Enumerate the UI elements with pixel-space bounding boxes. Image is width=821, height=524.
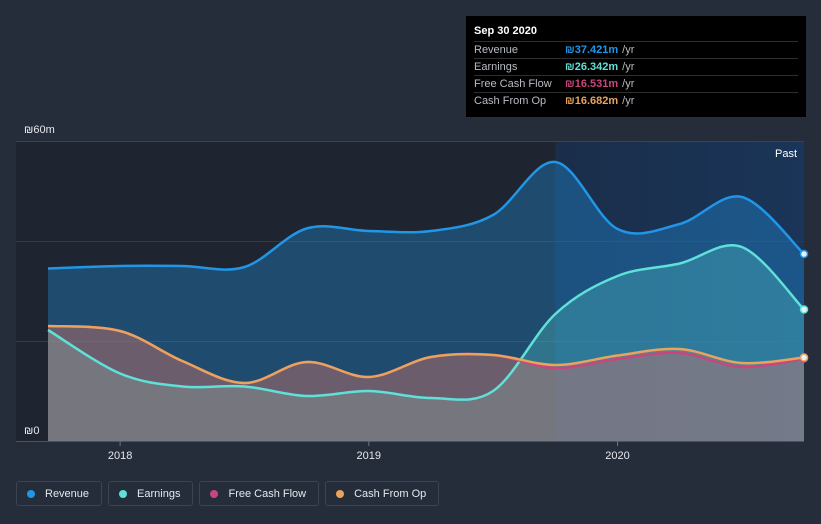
cash-from-op-area [48,326,804,441]
tooltip-row-earnings: Earnings ₪26.342m /yr [474,58,798,75]
tooltip-date: Sep 30 2020 [474,25,537,37]
past-label: Past [775,148,797,160]
tooltip-row-cash-from-op: Cash From Op ₪16.682m /yr [474,92,798,109]
earnings-line [47,244,805,401]
tooltip: Sep 30 2020 Revenue ₪37.421m /yr Earning… [466,16,806,117]
x-ticks: 2018 2019 2020 [108,441,630,462]
tooltip-cfo-label: Cash From Op [474,95,547,107]
legend-label: Revenue [45,487,90,500]
legend-label: Free Cash Flow [228,487,307,500]
tooltip-fcf-label: Free Cash Flow [474,78,552,90]
tooltip-cfo-unit: /yr [622,95,635,107]
revenue-line [47,160,805,271]
legend-dot-icon [27,489,35,498]
x-tick-label: 2018 [108,450,132,462]
revenue-endpoint[interactable] [799,249,809,259]
earnings-endpoint[interactable] [799,305,809,314]
tooltip-revenue-label: Revenue [474,44,519,56]
past-region [555,141,804,441]
tooltip-row-free-cash-flow: Free Cash Flow ₪16.531m /yr [474,75,798,92]
legend-item-earnings[interactable]: Earnings [108,481,194,506]
legend-item-cash-from-op[interactable]: Cash From Op [325,481,440,506]
cash-from-op-endpoint[interactable] [799,353,809,362]
x-tick-label: 2019 [357,450,381,462]
legend-item-revenue[interactable]: Revenue [16,481,103,506]
earnings-area [48,245,804,441]
tooltip-row-revenue: Revenue ₪37.421m /yr [474,41,798,58]
legend-label: Earnings [137,487,181,500]
tooltip-cfo-value: ₪16.682m [565,95,619,107]
tooltip-earnings-unit: /yr [622,61,635,73]
legend-dot-icon [119,489,128,498]
cash-from-op-line [47,324,805,385]
revenue-area [48,161,804,441]
legend: Revenue Earnings Free Cash Flow Cash Fro… [16,481,440,506]
tooltip-revenue-unit: /yr [622,44,635,56]
y-axis-max-label: ₪60m [24,124,55,136]
x-tick-label: 2020 [605,450,629,462]
legend-label: Cash From Op [354,487,427,500]
legend-dot-icon [336,489,345,498]
y-axis-min-label: ₪0 [24,425,39,437]
tooltip-earnings-label: Earnings [474,61,518,73]
free-cash-flow-area [48,326,804,441]
tooltip-earnings-value: ₪26.342m [565,61,619,73]
tooltip-fcf-value: ₪16.531m [565,78,619,90]
legend-item-free-cash-flow[interactable]: Free Cash Flow [199,481,320,506]
tooltip-revenue-value: ₪37.421m [565,44,619,56]
legend-dot-icon [210,489,219,498]
tooltip-fcf-unit: /yr [622,78,635,90]
series-layer [47,160,809,441]
